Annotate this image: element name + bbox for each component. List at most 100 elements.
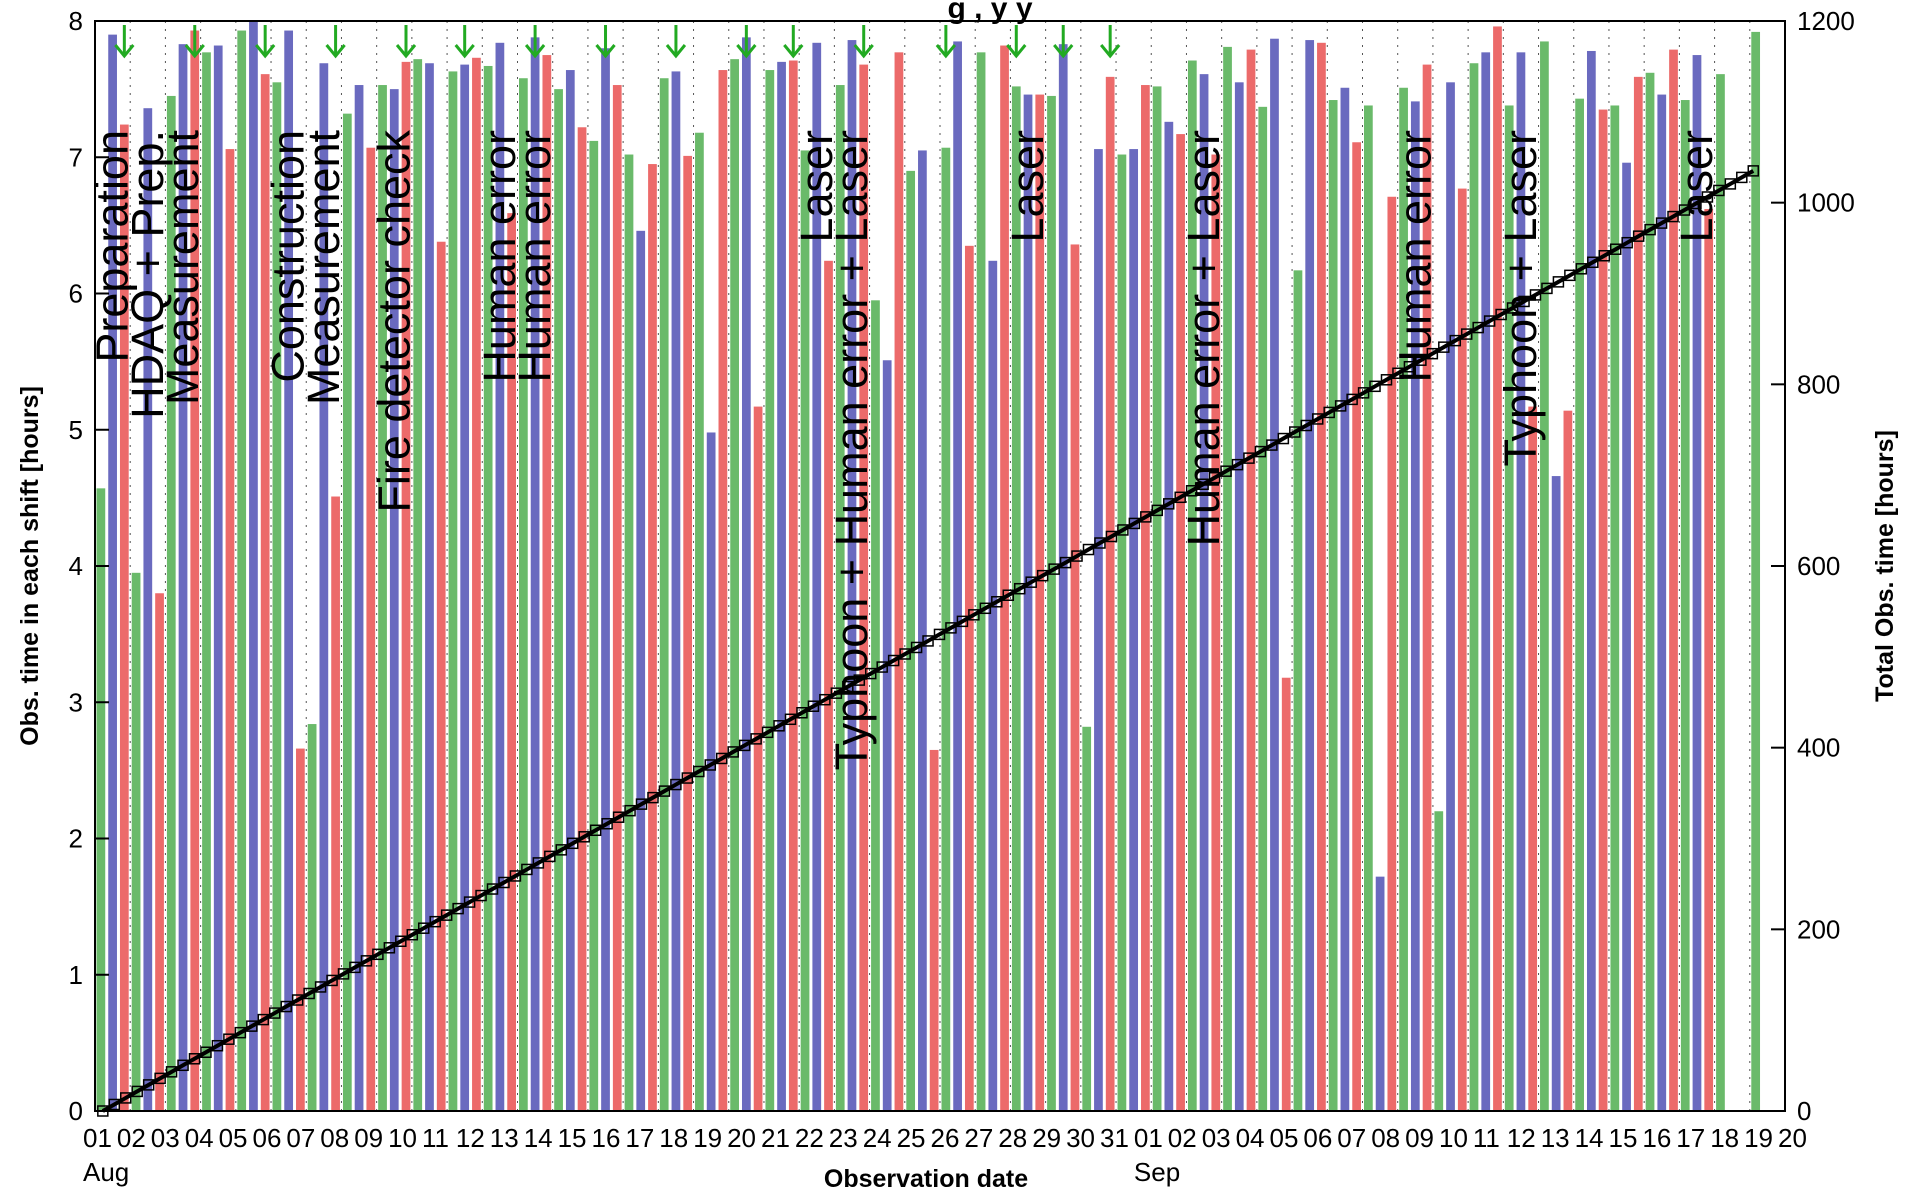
y-tick-label: 0 [69,1096,83,1126]
bar [1105,76,1115,1111]
cumulative-marker [612,811,625,823]
bar [1328,100,1338,1111]
bar [331,496,340,1111]
bar [894,52,904,1111]
bar [354,85,364,1112]
bar [260,74,270,1112]
bar [1446,82,1455,1111]
event-arrow [255,25,276,59]
cumulative-marker [1495,308,1507,321]
bar [1610,105,1620,1112]
x-tick-label: 10 [388,1123,417,1153]
bar [882,360,892,1111]
bar [1399,87,1408,1111]
bar [1469,63,1479,1111]
cumulative-marker [1162,498,1175,510]
bar [225,149,235,1111]
cumulative-marker [1323,406,1335,419]
cumulative-marker [1483,315,1496,327]
bar [1293,270,1303,1111]
bar [1540,41,1549,1111]
x-tick-label: 13 [490,1123,519,1153]
bar [483,65,493,1111]
cumulative-marker [1254,445,1267,458]
x-axis: 01 02 03 04 05 06 07 08 09 10 11 12 13 14 15 16 17 18 19 20… [83,1123,1807,1187]
x-tick-label: 24 [863,1123,892,1153]
cumulative-marker [1587,256,1599,269]
cumulative-marker [177,1059,189,1072]
cumulative-marker [1609,243,1622,255]
bar [1645,72,1655,1111]
bar [425,63,434,1111]
month-label: Sep [1134,1157,1180,1187]
x-tick-label: 20 [727,1123,756,1153]
annotation: Measurement [157,130,208,406]
cumulative-marker [1552,276,1565,288]
cumulative-marker [635,798,648,810]
cumulative-marker [521,863,533,876]
bar [1551,476,1561,1111]
y-axis-left: 0 1 2 3 4 5 6 7 8 [69,6,109,1126]
x-tick-label: 06 [253,1123,282,1153]
bar [1622,162,1631,1111]
bar [577,127,587,1111]
cumulative-marker [280,1000,292,1013]
bar [765,70,775,1111]
bar [788,60,798,1112]
bar [272,82,282,1111]
cumulative-marker [544,850,556,863]
bar [964,245,974,1111]
bar [401,61,411,1111]
bar [1586,50,1596,1112]
bar [436,241,446,1112]
bar [695,132,704,1112]
cumulative-marker [1392,367,1404,380]
cumulative-marker [1346,393,1358,406]
bar [1598,109,1608,1111]
bar [1317,42,1326,1111]
annotation: Human error + Laser [1178,130,1229,546]
bar [389,89,399,1111]
annotation: Fire detector check [368,130,419,513]
bar [1516,52,1526,1111]
bar [1234,82,1244,1111]
bar [342,113,352,1111]
bar [730,59,739,1111]
x-tick-label: 15 [558,1123,587,1153]
bar [507,213,516,1112]
cumulative-marker [223,1033,235,1045]
bar [953,41,962,1111]
y-tick-label: 7 [69,142,83,172]
cumulative-marker [1151,504,1164,517]
cumulative-marker [360,955,373,967]
cumulative-marker [1311,413,1324,425]
event-arrow [1100,25,1121,59]
event-arrow [665,25,687,59]
x-tick-label: 07 [286,1123,315,1153]
cumulative-marker [1243,452,1255,464]
cumulative-marker [715,752,728,765]
cumulative-marker [1713,184,1725,197]
bar [906,170,916,1111]
cumulative-marker [1369,380,1381,393]
cumulative-marker [1415,354,1427,366]
annotation: Laser [1671,130,1722,243]
x-tick-label: 07 [1337,1123,1366,1153]
bar [988,260,998,1111]
x-tick-label: 25 [897,1123,926,1153]
bar [741,37,751,1112]
x-tick-label: 11 [1473,1123,1500,1153]
bar [1669,49,1678,1111]
cumulative-marker [234,1026,247,1039]
x-tick-label: 12 [456,1123,485,1153]
bar [1023,94,1033,1111]
cumulative-marker [945,622,957,634]
annotation: Human error [509,130,560,383]
x-tick-label: 10 [1439,1123,1468,1153]
y2-tick-label: 400 [1797,733,1840,763]
bar [495,42,505,1111]
cumulative-marker [1048,563,1060,575]
cumulative-marker [188,1053,201,1065]
bar [1305,40,1315,1112]
cumulative-marker [1174,491,1186,504]
